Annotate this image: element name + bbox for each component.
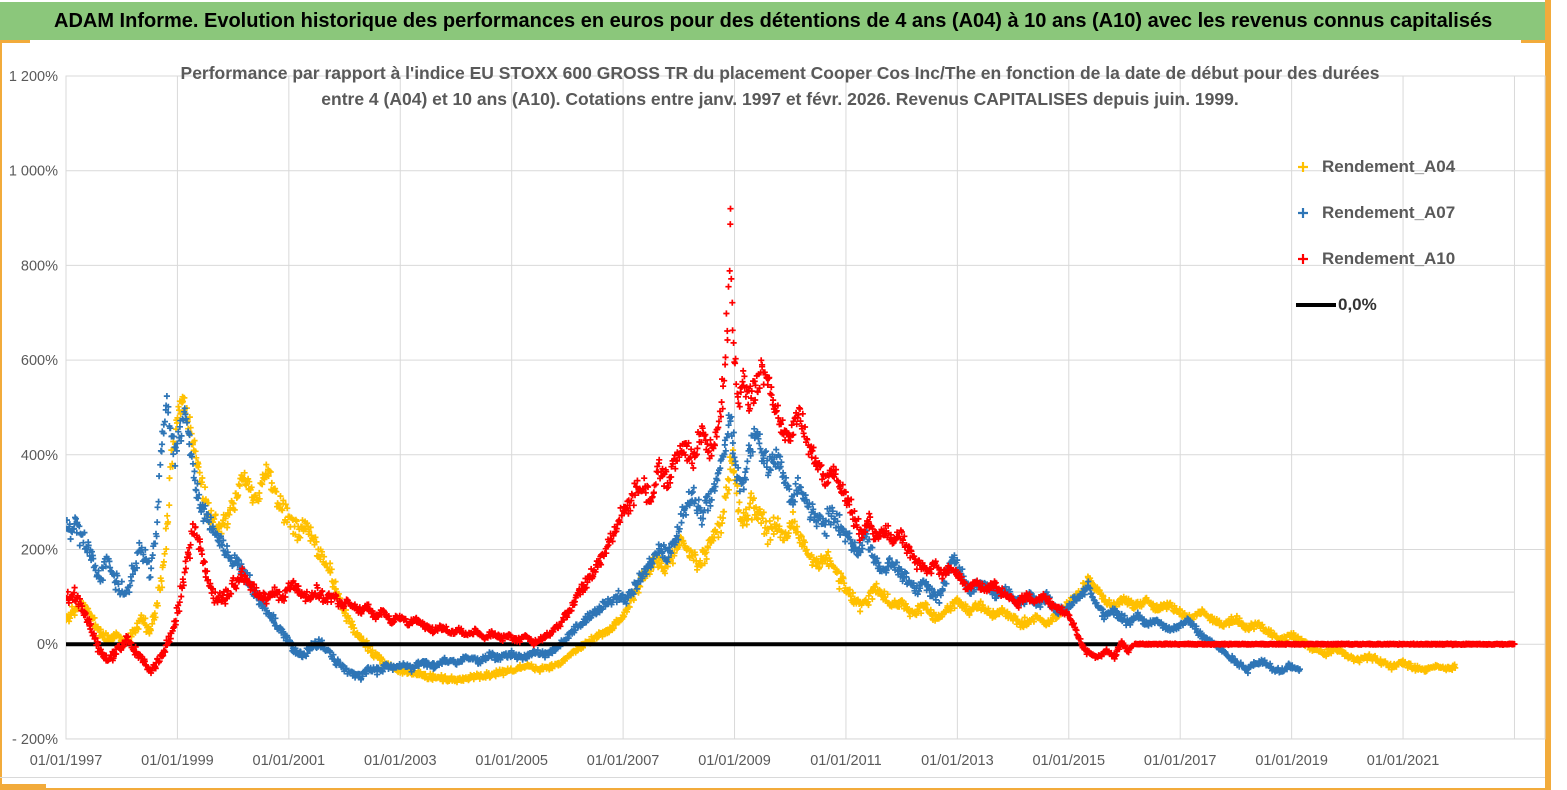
legend-item-0-0-[interactable]: 0,0% [1296,282,1506,328]
y-axis-label: 600% [21,353,58,369]
frame-right [1545,0,1551,790]
plus-marker-icon [1296,252,1322,266]
y-axis-label: 1 000% [9,164,58,180]
y-axis-label: 200% [21,543,58,559]
title-bar: ADAM Informe. Evolution historique des p… [0,2,1545,40]
frame-top-right [1521,40,1551,43]
y-axis-label: 1 200% [9,69,58,85]
frame-top-left [0,40,30,43]
window-bottom-edge [0,777,1545,778]
legend-label: Rendement_A07 [1322,203,1456,222]
x-axis-label: 01/01/1997 [30,753,103,769]
x-axis-label: 01/01/2003 [364,753,437,769]
line-marker-icon [1296,301,1338,309]
x-axis-label: 01/01/2011 [810,753,882,769]
x-axis-label: 01/01/2007 [587,753,660,769]
chart-title-line2: entre 4 (A04) et 10 ans (A10). Cotations… [321,89,1239,109]
chart-legend: Rendement_A04 Rendement_A07 Rendement_A10 0… [1296,144,1506,328]
frame-bottom [0,788,1551,790]
legend-item-rendement-a04[interactable]: Rendement_A04 [1296,144,1506,190]
x-axis-label: 01/01/2001 [253,753,326,769]
x-axis-label: 01/01/2015 [1032,753,1105,769]
frame-left [0,40,2,790]
series-rendement_a10-tail-points [1131,640,1518,649]
x-axis-label: 01/01/2019 [1255,753,1328,769]
series-rendement_a07-points [66,393,1303,683]
x-axis-label: 01/01/1999 [141,753,214,769]
x-axis-label: 01/01/2009 [698,753,771,769]
x-axis-label: 01/01/2017 [1144,753,1217,769]
plus-marker-icon [1296,206,1322,220]
y-axis-label: 0% [37,637,58,653]
y-axis-label: - 200% [12,732,58,748]
y-axis-label: 800% [21,258,58,274]
legend-item-rendement-a10[interactable]: Rendement_A10 [1296,236,1506,282]
frame-bottom-left [0,784,46,790]
report-title: ADAM Informe. Evolution historique des p… [54,10,1493,32]
series-rendement_a10-points [66,205,1136,677]
legend-label: 0,0% [1338,295,1377,314]
chart-title-line1: Performance par rapport à l'indice EU ST… [180,63,1380,83]
legend-item-rendement-a07[interactable]: Rendement_A07 [1296,190,1506,236]
plus-marker-icon [1296,160,1322,174]
x-axis-label: 01/01/2013 [921,753,994,769]
chart-title: Performance par rapport à l'indice EU ST… [80,60,1480,112]
y-axis-label: 400% [21,448,58,464]
x-axis-label: 01/01/2021 [1367,753,1440,769]
x-axis-label: 01/01/2005 [475,753,548,769]
legend-label: Rendement_A04 [1322,157,1456,176]
legend-label: Rendement_A10 [1322,249,1456,268]
